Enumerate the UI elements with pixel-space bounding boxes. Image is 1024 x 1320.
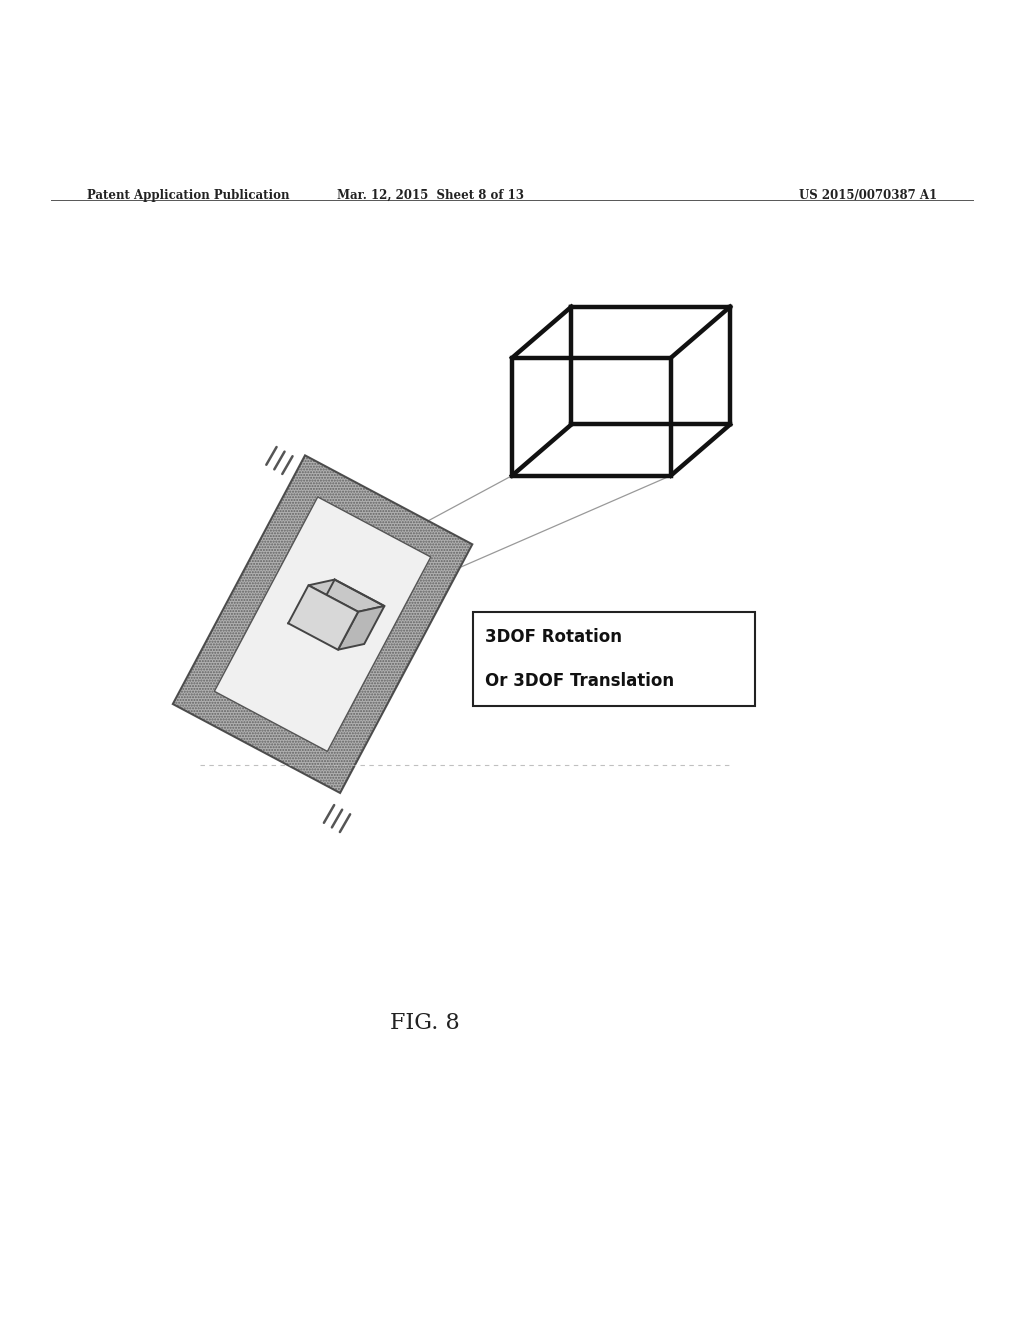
Text: US 2015/0070387 A1: US 2015/0070387 A1: [799, 189, 937, 202]
Polygon shape: [338, 606, 384, 649]
Polygon shape: [214, 496, 431, 751]
Polygon shape: [308, 579, 384, 611]
Text: Patent Application Publication: Patent Application Publication: [87, 189, 290, 202]
Text: Mar. 12, 2015  Sheet 8 of 13: Mar. 12, 2015 Sheet 8 of 13: [337, 189, 523, 202]
Text: FIG. 8: FIG. 8: [390, 1011, 460, 1034]
Polygon shape: [173, 455, 472, 793]
Text: 3DOF Rotation: 3DOF Rotation: [485, 628, 623, 647]
Text: Or 3DOF Translation: Or 3DOF Translation: [485, 672, 675, 689]
Polygon shape: [288, 585, 358, 649]
Bar: [473, 612, 755, 706]
